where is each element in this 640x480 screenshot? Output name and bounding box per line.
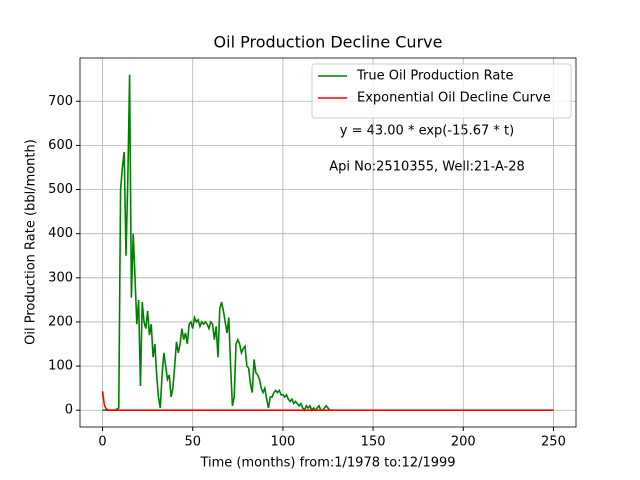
legend-label: True Oil Production Rate [356, 69, 513, 84]
y-tick-label: 600 [48, 138, 73, 153]
x-tick-label: 250 [541, 435, 566, 450]
y-axis-label: Oil Production Rate (bbl/month) [24, 139, 39, 345]
x-tick-label: 100 [270, 435, 295, 450]
y-tick-label: 200 [48, 314, 73, 329]
y-tick-label: 0 [65, 403, 73, 418]
data-line [102, 74, 334, 412]
y-tick-label: 300 [48, 270, 73, 285]
legend-label: Exponential Oil Decline Curve [357, 91, 551, 106]
y-tick-label: 500 [48, 182, 73, 197]
x-axis-label: Time (months) from:1/1978 to:12/1999 [199, 456, 455, 471]
annotation: y = 43.00 * exp(-15.67 * t) [340, 124, 514, 139]
legend-box [311, 63, 572, 119]
plot-frame [79, 57, 577, 428]
y-tick-label: 100 [48, 359, 73, 374]
data-line [101, 391, 554, 412]
y-tick-label: 400 [48, 226, 73, 241]
chart-title: Oil Production Decline Curve [214, 33, 443, 52]
y-tick-label: 700 [48, 94, 73, 109]
x-tick-label: 150 [361, 435, 386, 450]
x-tick-label: 50 [184, 435, 201, 450]
annotation: Api No:2510355, Well:21-A-28 [329, 160, 525, 175]
x-tick-label: 0 [98, 435, 106, 450]
x-tick-label: 200 [451, 435, 476, 450]
